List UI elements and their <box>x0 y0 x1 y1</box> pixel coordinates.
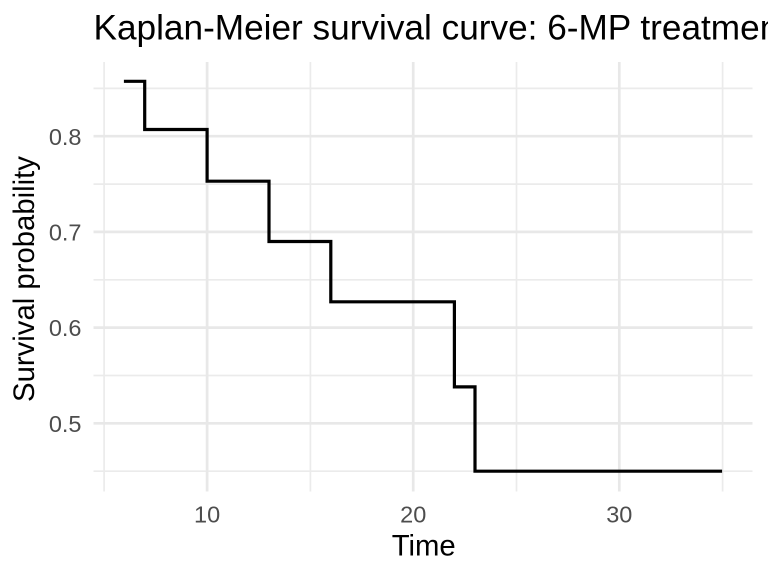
svg-text:Kaplan-Meier survival curve: 6: Kaplan-Meier survival curve: 6-MP treatm… <box>94 9 768 48</box>
svg-text:10: 10 <box>194 501 220 527</box>
svg-text:Survival probability: Survival probability <box>8 156 41 402</box>
svg-text:30: 30 <box>606 501 632 527</box>
svg-text:0.8: 0.8 <box>49 124 82 150</box>
svg-text:0.5: 0.5 <box>49 411 82 437</box>
svg-text:0.6: 0.6 <box>49 315 82 341</box>
svg-text:Time: Time <box>392 530 456 563</box>
svg-text:0.7: 0.7 <box>49 220 82 246</box>
svg-text:20: 20 <box>400 501 426 527</box>
